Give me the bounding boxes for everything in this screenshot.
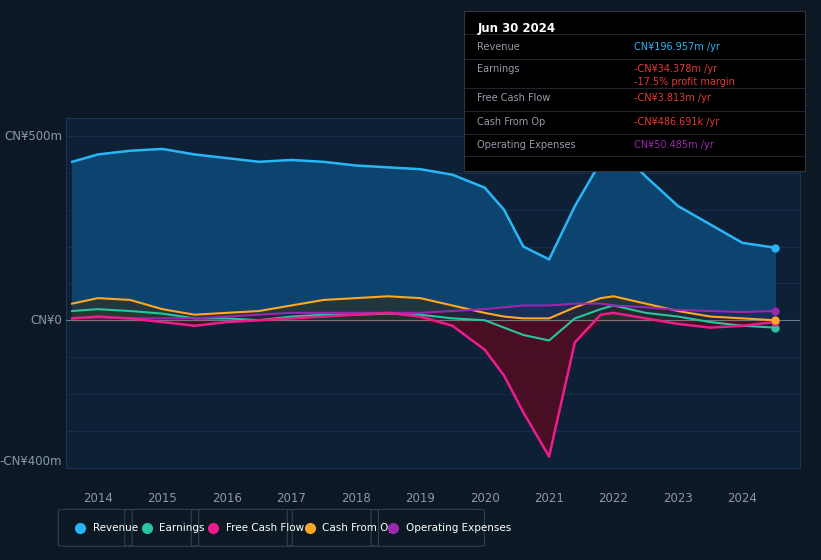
Text: 2016: 2016 [212, 492, 241, 505]
Text: -CN¥3.813m /yr: -CN¥3.813m /yr [635, 93, 711, 103]
Text: 2024: 2024 [727, 492, 758, 505]
Text: 2017: 2017 [277, 492, 306, 505]
Text: CN¥0: CN¥0 [30, 314, 62, 326]
Text: -17.5% profit margin: -17.5% profit margin [635, 77, 735, 87]
Text: Free Cash Flow: Free Cash Flow [226, 523, 304, 533]
Text: 2019: 2019 [406, 492, 435, 505]
Text: Revenue: Revenue [93, 523, 138, 533]
Text: CN¥500m: CN¥500m [4, 129, 62, 143]
Text: Operating Expenses: Operating Expenses [406, 523, 511, 533]
Text: -CN¥486.691k /yr: -CN¥486.691k /yr [635, 117, 719, 127]
Text: 2023: 2023 [663, 492, 693, 505]
Text: Revenue: Revenue [478, 42, 521, 52]
Text: Cash From Op: Cash From Op [322, 523, 395, 533]
Text: Cash From Op: Cash From Op [478, 117, 546, 127]
Text: Free Cash Flow: Free Cash Flow [478, 93, 551, 103]
Text: -CN¥400m: -CN¥400m [0, 455, 62, 468]
Text: Jun 30 2024: Jun 30 2024 [478, 22, 556, 35]
Text: 2014: 2014 [83, 492, 112, 505]
Text: Earnings: Earnings [159, 523, 204, 533]
Text: 2018: 2018 [341, 492, 370, 505]
Text: Earnings: Earnings [478, 64, 520, 74]
Text: CN¥196.957m /yr: CN¥196.957m /yr [635, 42, 720, 52]
Text: 2020: 2020 [470, 492, 499, 505]
Text: 2015: 2015 [148, 492, 177, 505]
Text: Operating Expenses: Operating Expenses [478, 140, 576, 150]
Text: 2021: 2021 [534, 492, 564, 505]
Text: 2022: 2022 [599, 492, 629, 505]
Text: CN¥50.485m /yr: CN¥50.485m /yr [635, 140, 714, 150]
Text: -CN¥34.378m /yr: -CN¥34.378m /yr [635, 64, 718, 74]
